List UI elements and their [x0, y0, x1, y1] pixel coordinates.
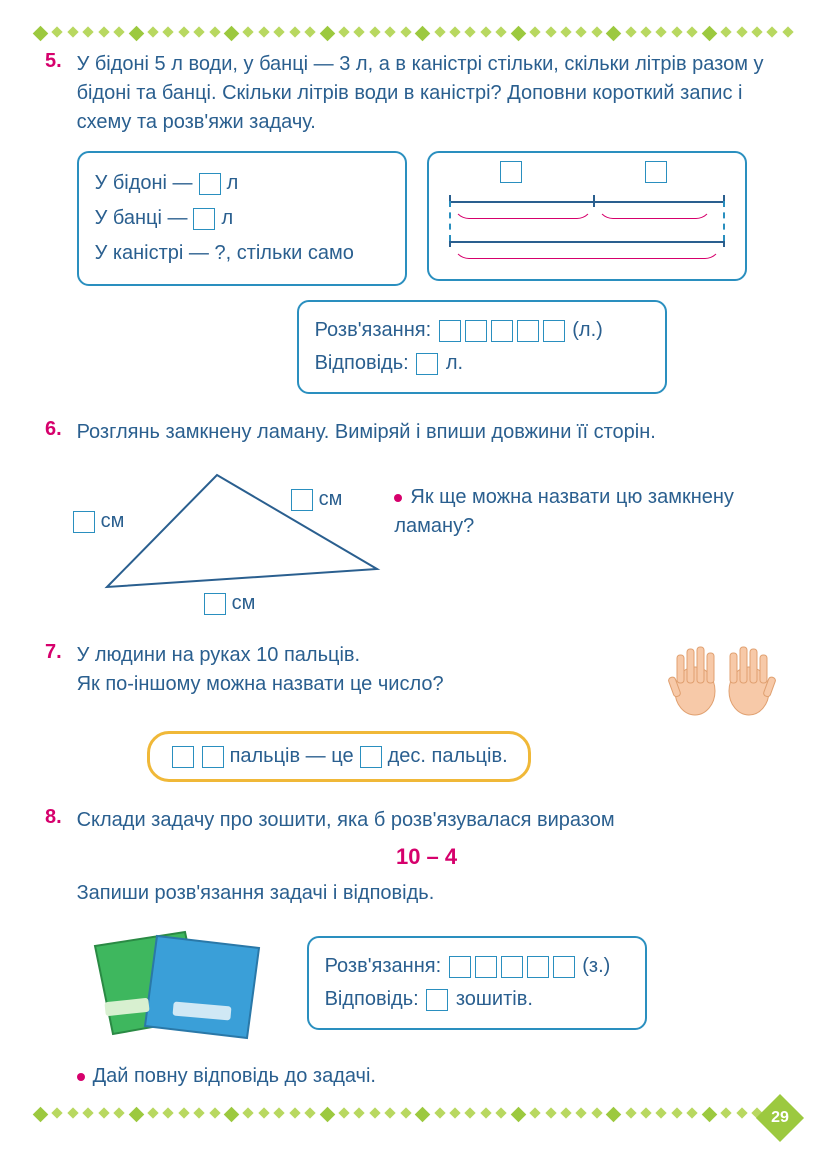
- input-box[interactable]: [491, 320, 513, 342]
- input-box[interactable]: [73, 511, 95, 533]
- input-box[interactable]: [465, 320, 487, 342]
- input-box[interactable]: [360, 746, 382, 768]
- input-box[interactable]: [426, 989, 448, 1011]
- solution-panel: Розв'язання: (л.) Відповідь: л.: [297, 300, 667, 394]
- input-box[interactable]: [449, 956, 471, 978]
- task-number: 8.: [45, 806, 71, 829]
- expression: 10 – 4: [77, 841, 777, 873]
- input-box[interactable]: [172, 746, 194, 768]
- input-box[interactable]: [527, 956, 549, 978]
- input-box[interactable]: [291, 489, 313, 511]
- task-8: 8. Склади задачу про зошити, яка б розв'…: [45, 806, 782, 1091]
- hands-icon: [667, 641, 777, 721]
- input-box[interactable]: [475, 956, 497, 978]
- scheme-panel: [427, 151, 747, 281]
- task-7: 7. У людини на руках 10 пальців. Як по-і…: [45, 641, 782, 782]
- input-box[interactable]: [543, 320, 565, 342]
- input-box[interactable]: [500, 161, 522, 183]
- input-box[interactable]: [202, 746, 224, 768]
- task-number: 6.: [45, 418, 71, 441]
- page-number: 29: [763, 1101, 797, 1135]
- notebooks-icon: [77, 918, 277, 1048]
- top-border: [35, 28, 792, 40]
- input-box[interactable]: [204, 593, 226, 615]
- input-box[interactable]: [553, 956, 575, 978]
- answer-pill: пальців — це дес. пальців.: [147, 731, 531, 782]
- bottom-border: [35, 1109, 792, 1121]
- input-box[interactable]: [501, 956, 523, 978]
- task-number: 7.: [45, 641, 71, 664]
- input-box[interactable]: [517, 320, 539, 342]
- short-note-panel: У бідоні —л У банці —л У каністрі — ?, с…: [77, 151, 407, 286]
- input-box[interactable]: [439, 320, 461, 342]
- input-box[interactable]: [645, 161, 667, 183]
- task-number: 5.: [45, 50, 71, 73]
- input-box[interactable]: [193, 208, 215, 230]
- sub-task: Дай повну відповідь до задачі.: [77, 1062, 777, 1091]
- task-6: 6. Розглянь замкнену ламану. Виміряй і в…: [45, 418, 782, 617]
- task-text: Розглянь замкнену ламану. Виміряй і впиш…: [77, 418, 777, 447]
- task-5: 5. У бідоні 5 л води, у банці — 3 л, а в…: [45, 50, 782, 394]
- sub-question: Як ще можна назвати цю замкнену ламану?: [394, 483, 776, 541]
- input-box[interactable]: [416, 353, 438, 375]
- input-box[interactable]: [199, 173, 221, 195]
- solution-panel: Розв'язання: (з.) Відповідь: зошитів.: [307, 936, 647, 1030]
- triangle-figure: см см см: [77, 457, 365, 617]
- task-text: У бідоні 5 л води, у банці — 3 л, а в ка…: [77, 50, 777, 137]
